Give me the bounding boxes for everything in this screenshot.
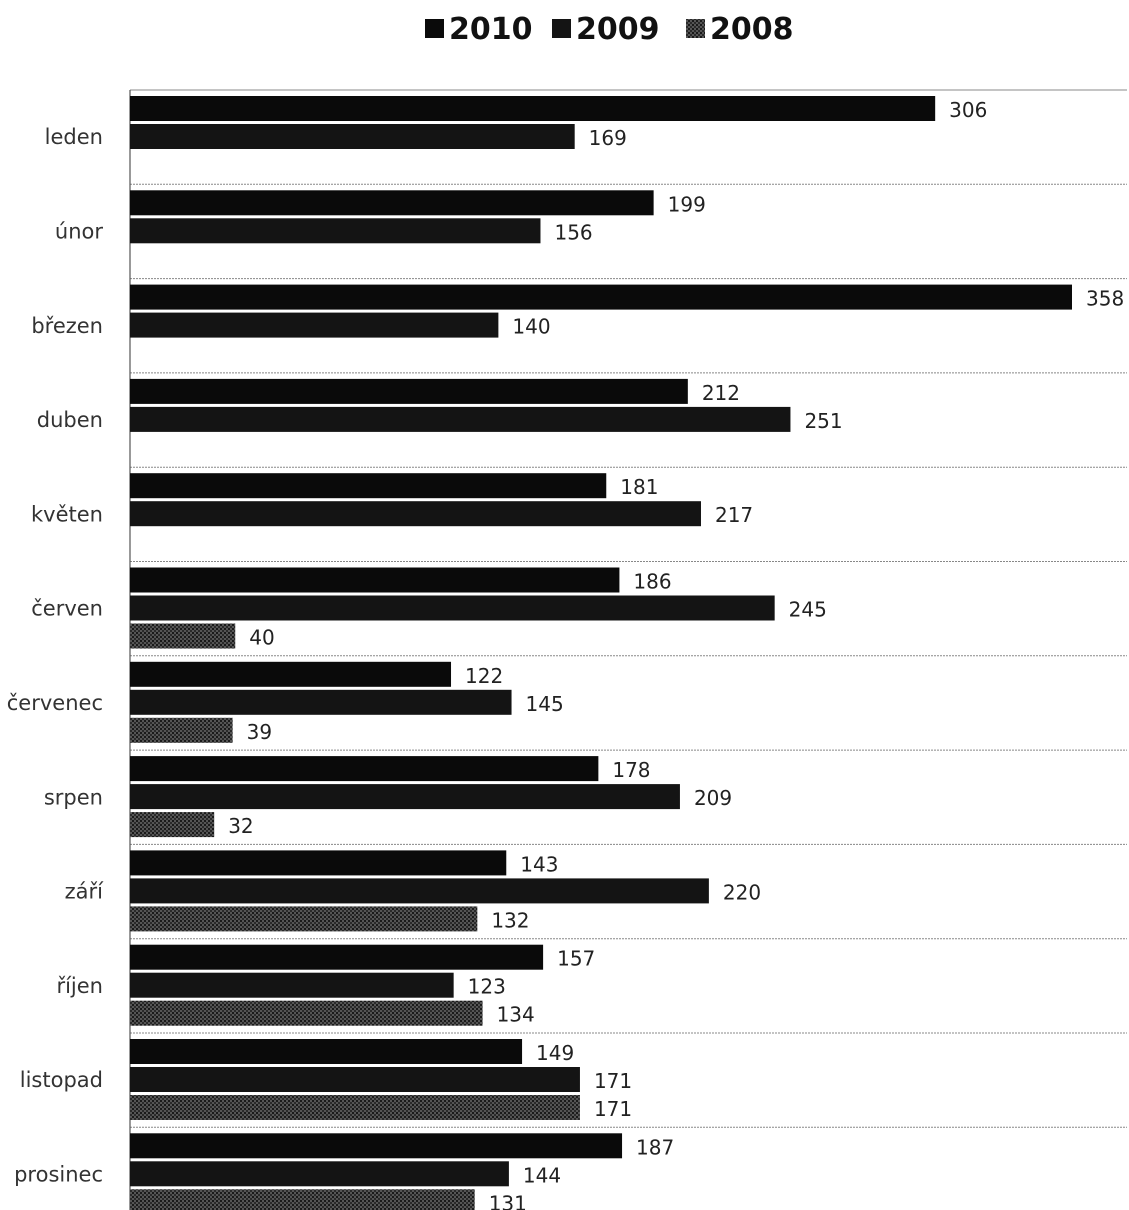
data-label-2009: 123 [468,975,506,999]
bar-2010 [130,850,506,875]
data-label-2010: 149 [536,1041,574,1065]
data-label-2009: 209 [694,786,732,810]
data-label-2010: 122 [465,664,503,688]
legend-label-2008: 2008 [710,12,794,47]
bar-2008 [130,812,214,837]
data-label-2008: 32 [228,814,253,838]
bar-2009 [130,1161,509,1186]
bar-2009 [130,690,512,715]
bar-2010 [130,96,935,121]
bar-2008 [130,1189,475,1210]
chart-legend: 2010 2009 2008 [425,12,794,47]
bar-2009 [130,878,709,903]
data-label-2010: 181 [620,475,658,499]
bar-2010 [130,473,606,498]
bar-series [130,96,1072,1210]
legend-label-2009: 2009 [576,12,660,47]
data-label-2010: 178 [612,758,650,782]
data-label-2009: 220 [723,880,761,904]
category-label: červenec [7,691,103,715]
data-label-2010: 187 [636,1135,674,1159]
bar-2010 [130,190,654,215]
data-label-2009: 140 [512,315,550,339]
data-label-2008: 39 [247,720,272,744]
bar-2010 [130,662,451,687]
data-label-2008: 132 [491,908,529,932]
data-label-2009: 171 [594,1069,632,1093]
data-label-2009: 245 [789,598,827,622]
bar-2010 [130,1039,522,1064]
data-label-2008: 171 [594,1097,632,1121]
data-label-2008: 134 [497,1003,535,1027]
data-label-2009: 251 [804,409,842,433]
bar-2008 [130,1001,483,1026]
category-label: květen [31,502,103,526]
category-label: březen [31,314,103,338]
data-label-2009: 144 [523,1163,561,1187]
bar-2009 [130,218,540,243]
legend-label-2010: 2010 [449,12,533,47]
bar-2008 [130,624,235,649]
data-label-2010: 199 [668,192,706,216]
bar-2008 [130,718,233,743]
data-label-2010: 306 [949,98,987,122]
bar-2009 [130,313,498,338]
legend-swatch-2010 [425,19,444,38]
data-label-2008: 40 [249,626,274,650]
bar-2010 [130,945,543,970]
bar-2010 [130,568,619,593]
category-label: prosinec [14,1162,103,1186]
category-label: leden [45,125,103,149]
bar-2009 [130,501,701,526]
category-label: říjen [56,974,103,998]
data-label-2010: 358 [1086,287,1124,311]
category-label: červen [31,597,103,621]
bar-2009 [130,407,790,432]
data-label-2009: 217 [715,503,753,527]
category-labels: leden únor březen duben květen červen červenec… [7,125,104,1186]
data-label-2010: 143 [520,852,558,876]
legend-swatch-2008 [686,19,705,38]
bar-2008 [130,1095,580,1120]
bar-2009 [130,1067,580,1092]
category-label: září [65,880,105,904]
data-label-2009: 156 [554,220,592,244]
data-label-2010: 212 [702,381,740,405]
legend-swatch-2009 [552,19,571,38]
bar-2008 [130,906,477,931]
bar-2010 [130,1133,622,1158]
data-label-2008: 131 [489,1191,527,1210]
bar-2010 [130,379,688,404]
bar-2009 [130,973,454,998]
data-label-2010: 157 [557,947,595,971]
category-label: duben [37,408,103,432]
data-label-2009: 145 [526,692,564,716]
category-label: listopad [20,1068,103,1092]
data-label-2009: 169 [589,126,627,150]
bar-2010 [130,756,598,781]
category-label: srpen [44,785,103,809]
bar-2009 [130,784,680,809]
bar-2009 [130,124,575,149]
bar-2010 [130,285,1072,310]
data-label-2010: 186 [633,570,671,594]
bar-2009 [130,596,775,621]
category-label: únor [55,219,103,243]
